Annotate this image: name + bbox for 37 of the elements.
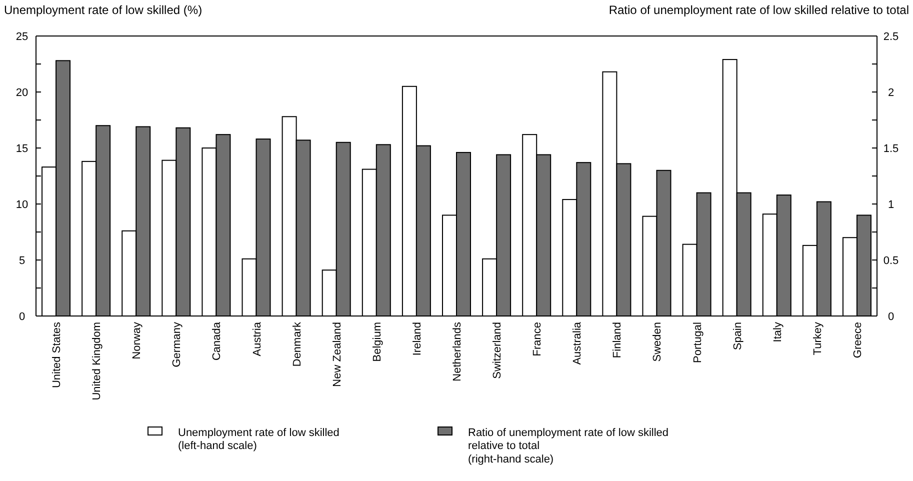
y2-tick-label: 1.5: [883, 142, 899, 155]
y2-axis-title: Ratio of unemployment rate of low skilled relative to total: [608, 3, 909, 17]
x-tick-label: France: [532, 322, 544, 356]
x-tick-label: Ireland: [411, 322, 424, 356]
x-tick-label: Turkey: [812, 322, 824, 356]
x-tick-label: Italy: [772, 322, 784, 342]
y-axis-title: Unemployment rate of low skilled (%): [4, 3, 202, 17]
x-tick-label: Portugal: [692, 322, 704, 363]
y-tick-label: 5: [18, 254, 26, 267]
x-tick-label: Switzerland: [492, 322, 504, 379]
x-tick-label: Austria: [251, 321, 264, 356]
x-tick-label: Norway: [131, 322, 144, 360]
x-tick-label: Greece: [852, 322, 864, 358]
x-tick-label: Netherlands: [452, 322, 464, 382]
y-tick-label: 15: [16, 142, 28, 155]
y-tick-label: 20: [16, 86, 28, 99]
y2-tick-label: 2: [888, 86, 894, 99]
y2-tick-label: 1: [888, 198, 894, 211]
x-tick-label: United Kingdom: [91, 322, 104, 400]
y2-tick-label: 0: [888, 310, 894, 323]
y2-tick-label: 0.5: [883, 254, 899, 267]
y-tick-label: 0: [18, 310, 26, 323]
x-tick-label: Finland: [612, 322, 624, 358]
legend-label: Unemployment rate of low skilled (left-hand scale): [178, 426, 340, 452]
x-tick-label: Spain: [732, 322, 744, 350]
y2-tick-label: 2.5: [883, 30, 899, 43]
x-tick-label: Australia: [572, 321, 584, 365]
x-tick-label: Germany: [171, 322, 184, 368]
x-tick-label: New Zealand: [331, 322, 344, 387]
x-tick-label: Sweden: [652, 322, 664, 362]
x-tick-label: Denmark: [291, 322, 304, 367]
legend-label: Ratio of unemployment rate of low skilled relative to total (right-hand scale): [468, 426, 669, 466]
x-tick-label: Belgium: [371, 322, 384, 362]
y-tick-label: 10: [16, 198, 28, 211]
x-tick-label: Canada: [211, 321, 224, 361]
x-tick-label: United States: [51, 322, 64, 388]
y-tick-label: 25: [16, 30, 28, 43]
